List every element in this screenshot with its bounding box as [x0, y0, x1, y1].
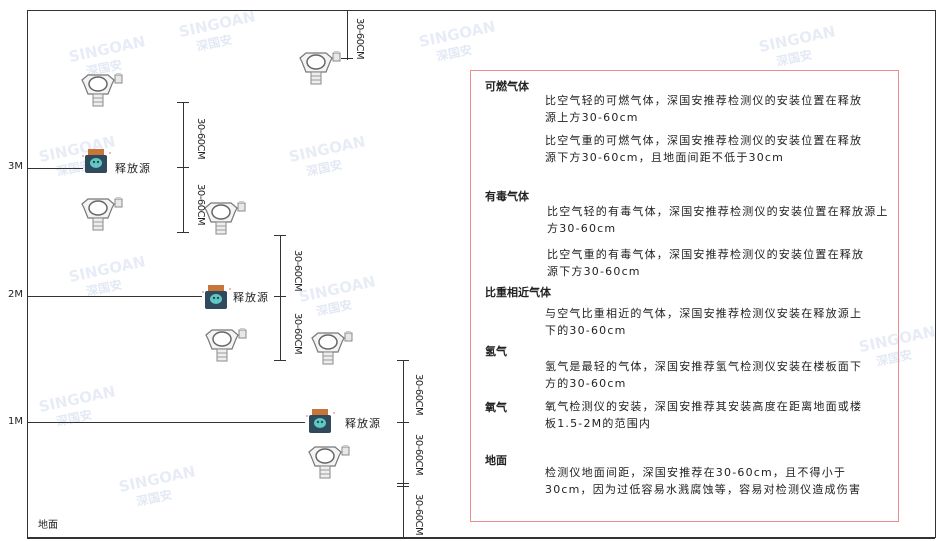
watermark: SINGOAN 深国安: [117, 462, 198, 509]
dimension-tick: [397, 422, 409, 423]
dimension-label: 30-60CM: [413, 494, 424, 536]
level-2m-line: [27, 296, 202, 297]
section-title-combustible: 可燃气体: [485, 80, 529, 93]
recommendation-box: 可燃气体 比空气轻的可燃气体，深国安推荐检测仪的安装位置在释放源上方30-60c…: [470, 70, 899, 522]
dimension-tick: [177, 232, 189, 233]
watermark: SINGOAN 深国安: [297, 272, 378, 319]
gas-detector-icon: [305, 444, 351, 484]
dimension-label: 30-60CM: [292, 313, 303, 355]
dimension-tick: [397, 483, 409, 484]
dimension-tick: [177, 167, 189, 168]
watermark: SINGOAN 深国安: [287, 132, 368, 179]
release-source-label: 释放源: [345, 417, 381, 430]
watermark: SINGOAN 深国安: [177, 7, 258, 54]
dimension-tick: [274, 360, 286, 361]
dimension-tick: [397, 486, 409, 487]
section-text: 检测仪地面间距，深国安推荐在30-60cm，且不得小于30cm，因为过低容易水溅…: [545, 466, 862, 496]
section-text: 比空气轻的可燃气体，深国安推荐检测仪的安装位置在释放源上方30-60cm: [545, 94, 863, 124]
gas-detector-icon: [78, 196, 124, 236]
release-source-icon: [82, 148, 112, 180]
release-source-icon: [306, 408, 336, 440]
release-source-label: 释放源: [115, 162, 151, 175]
ceiling-line: [27, 10, 935, 11]
dimension-label: 30-60CM: [195, 118, 206, 160]
section-title-toxic: 有毒气体: [485, 190, 529, 203]
dimension-label: 30-60CM: [354, 18, 365, 60]
dimension-label: 30-60CM: [413, 434, 424, 476]
section-title-oxygen: 氧气: [485, 401, 507, 414]
section-text: 与空气比重相近的气体，深国安推荐检测仪安装在释放源上下的30-60cm: [545, 307, 863, 337]
gas-detector-icon: [308, 330, 354, 370]
right-border: [935, 10, 936, 538]
wall-line: [27, 10, 28, 538]
dimension-line: [347, 10, 348, 60]
dimension-line: [403, 360, 404, 538]
watermark: SINGOAN 深国安: [757, 22, 838, 69]
gas-detector-icon: [202, 327, 248, 367]
section-title-ground: 地面: [485, 454, 507, 467]
dimension-label: 30-60CM: [292, 250, 303, 292]
release-source-label: 释放源: [233, 291, 269, 304]
release-source-icon: [202, 284, 232, 316]
section-text: 比空气轻的有毒气体，深国安推荐检测仪的安装位置在释放源上方30-60cm: [547, 205, 889, 235]
dimension-label: 30-60CM: [195, 184, 206, 226]
dimension-tick: [177, 102, 189, 103]
level-3m-label: 3M: [8, 161, 23, 172]
gas-detector-icon: [296, 50, 342, 90]
level-1m-label: 1M: [8, 416, 23, 427]
section-text: 比空气重的有毒气体，深国安推荐检测仪的安装位置在释放源下方30-60cm: [547, 248, 865, 278]
section-text: 氢气是最轻的气体，深国安推荐氢气检测仪安装在楼板面下方的30-60cm: [545, 360, 863, 390]
level-2m-label: 2M: [8, 289, 23, 300]
section-text: 氧气检测仪的安装，深国安推荐其安装高度在距离地面或楼板1.5-2M的范围内: [545, 400, 863, 430]
dimension-line: [280, 235, 281, 361]
section-title-similar-density: 比重相近气体: [485, 286, 551, 299]
ground-label: 地面: [38, 520, 58, 531]
watermark: SINGOAN 深国安: [417, 17, 498, 64]
section-text: 比空气重的可燃气体，深国安推荐检测仪的安装位置在释放源下方30-60cm，且地面…: [545, 134, 863, 164]
gas-detector-icon: [201, 200, 247, 240]
dimension-tick: [341, 58, 353, 59]
ground-line: [27, 537, 935, 539]
dimension-label: 30-60CM: [413, 374, 424, 416]
watermark: SINGOAN 深国安: [37, 382, 118, 429]
section-title-hydrogen: 氢气: [485, 345, 507, 358]
level-3m-line: [27, 168, 83, 169]
gas-detector-icon: [78, 72, 124, 112]
dimension-tick: [397, 360, 409, 361]
dimension-tick: [274, 296, 286, 297]
level-1m-line: [27, 422, 305, 423]
dimension-tick: [274, 235, 286, 236]
